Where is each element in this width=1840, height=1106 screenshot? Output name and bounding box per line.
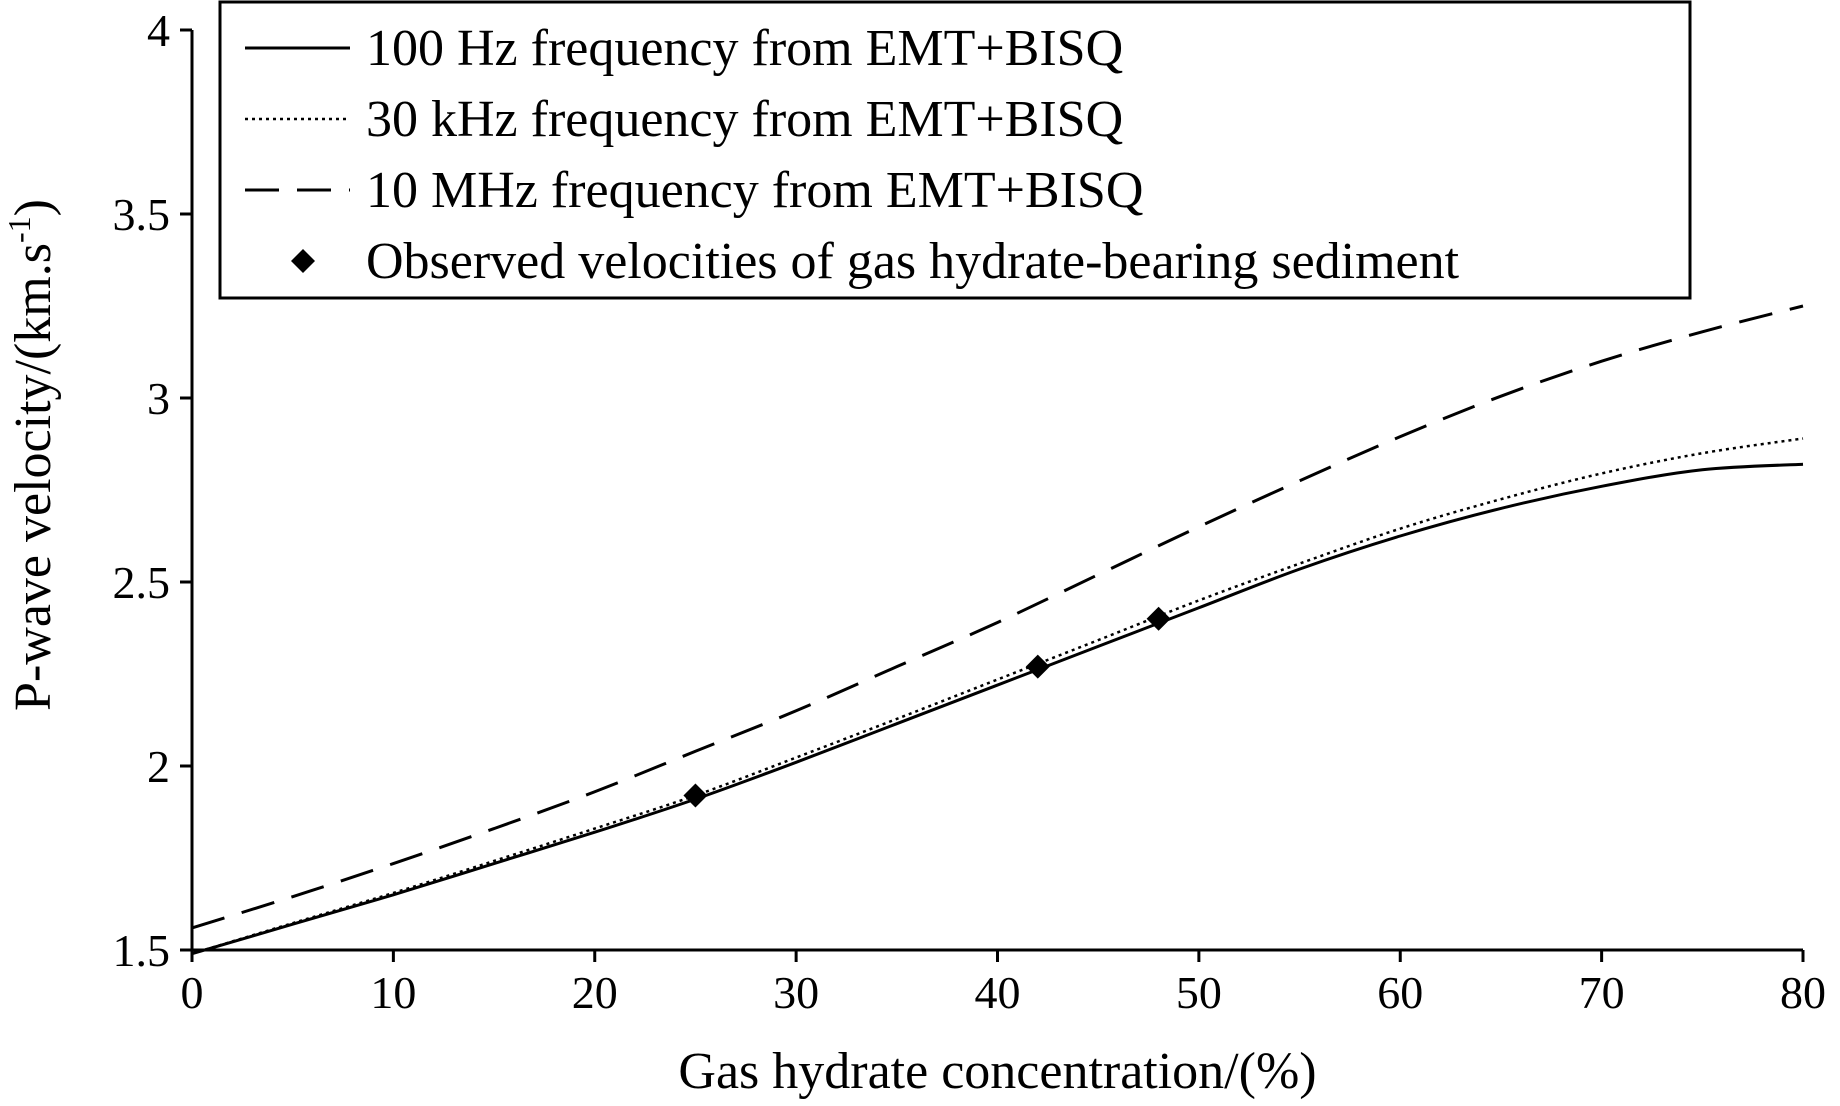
x-tick-label: 20 bbox=[572, 967, 618, 1018]
x-tick-label: 10 bbox=[370, 967, 416, 1018]
legend-entries: 100 Hz frequency from EMT+BISQ 30 kHz fre… bbox=[245, 20, 1460, 290]
legend: 100 Hz frequency from EMT+BISQ 30 kHz fre… bbox=[218, 0, 1692, 300]
y-tick-label: 4 bbox=[147, 5, 170, 56]
y-axis-title: P-wave velocity/(km.s-1) bbox=[1, 199, 62, 711]
legend-box bbox=[218, 0, 1692, 300]
x-tick-label: 50 bbox=[1176, 967, 1222, 1018]
observed-point bbox=[1025, 654, 1050, 679]
y-tick-label: 3.5 bbox=[113, 189, 171, 240]
observed-point bbox=[683, 783, 708, 808]
observed-point bbox=[1146, 606, 1171, 631]
x-tick-label: 60 bbox=[1377, 967, 1423, 1018]
series-line-dashed bbox=[191, 304, 1804, 930]
y-tick-label: 2 bbox=[147, 741, 170, 792]
y-axis-title-superscript: -1 bbox=[1, 216, 37, 243]
legend-label: 30 kHz frequency from EMT+BISQ bbox=[366, 91, 1123, 148]
legend-label: 100 Hz frequency from EMT+BISQ bbox=[366, 20, 1123, 77]
x-tick-label: 0 bbox=[181, 967, 204, 1018]
x-tick-label: 30 bbox=[773, 967, 819, 1018]
x-ticks: 0 10 20 30 40 50 60 70 80 bbox=[181, 950, 1826, 1018]
observed-markers bbox=[683, 606, 1171, 808]
series-line-dotted bbox=[191, 437, 1804, 955]
x-tick-label: 80 bbox=[1780, 967, 1826, 1018]
x-tick-label: 70 bbox=[1579, 967, 1625, 1018]
y-tick-label: 2.5 bbox=[113, 557, 171, 608]
x-axis-title: Gas hydrate concentration/(%) bbox=[678, 1043, 1316, 1100]
y-tick-label: 3 bbox=[147, 373, 170, 424]
legend-label: Observed velocities of gas hydrate-beari… bbox=[366, 233, 1460, 290]
legend-marker-diamond bbox=[291, 249, 315, 273]
y-axis-title-main: P-wave velocity/(km.s bbox=[5, 243, 62, 711]
y-ticks: 1.5 2 2.5 3 3.5 4 bbox=[113, 5, 192, 976]
series-layer bbox=[191, 304, 1804, 956]
y-tick-label: 1.5 bbox=[113, 925, 171, 976]
y-axis-title-close: ) bbox=[5, 199, 62, 216]
series-line-solid bbox=[191, 462, 1804, 956]
x-tick-label: 40 bbox=[975, 967, 1021, 1018]
legend-label: 10 MHz frequency from EMT+BISQ bbox=[366, 162, 1143, 219]
